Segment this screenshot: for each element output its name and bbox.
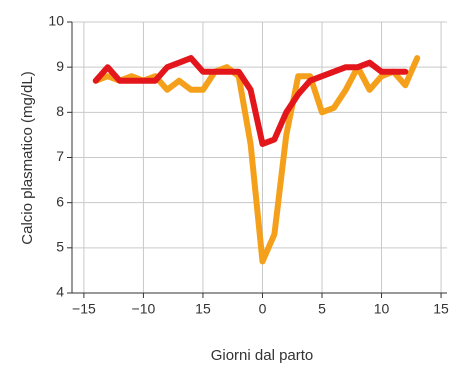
- x-tick-label: 5: [318, 301, 326, 317]
- x-tick-label: −10: [132, 301, 156, 317]
- y-axis-label: Calcio plasmatico (mg/dL): [19, 71, 36, 244]
- y-tick-label: 6: [56, 193, 64, 209]
- x-tick-label: −15: [72, 301, 96, 317]
- series-line: [92, 55, 421, 265]
- y-tick-label: 5: [56, 239, 64, 255]
- y-tick-label: 7: [56, 148, 64, 164]
- x-tick-label: 15: [433, 301, 449, 317]
- x-tick-label: 10: [374, 301, 390, 317]
- x-tick-label: 15: [195, 301, 211, 317]
- series-line: [92, 55, 409, 147]
- y-tick-label: 10: [48, 13, 64, 29]
- x-axis-label: Giorni dal parto: [211, 347, 314, 364]
- y-tick-label: 8: [56, 103, 64, 119]
- x-tick-label: 0: [259, 301, 267, 317]
- y-tick-label: 4: [56, 284, 64, 300]
- y-tick-label: 9: [56, 58, 64, 74]
